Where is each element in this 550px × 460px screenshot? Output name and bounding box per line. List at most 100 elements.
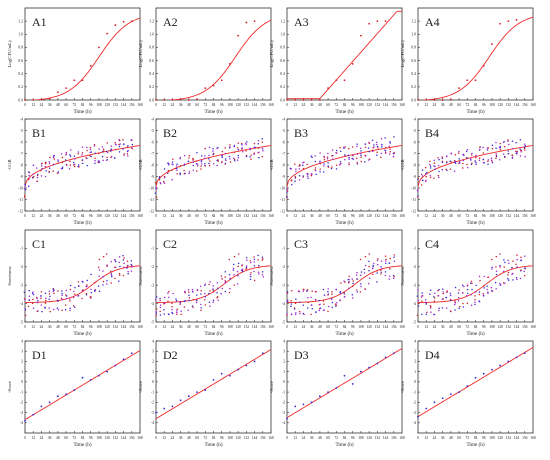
- x-tick-label: 24: [171, 436, 175, 440]
- y-tick-label: -3: [413, 284, 416, 288]
- data-point: [433, 162, 436, 164]
- data-point: [40, 175, 43, 177]
- data-point: [105, 283, 108, 285]
- data-point: [233, 284, 236, 286]
- data-point: [106, 279, 108, 282]
- x-tick-label: 0: [286, 325, 288, 329]
- data-point: [417, 305, 420, 307]
- data-point: [519, 277, 522, 280]
- data-point: [486, 288, 488, 291]
- data-point: [376, 145, 379, 148]
- data-point: [392, 352, 395, 355]
- data-point: [507, 271, 510, 274]
- data-point: [28, 289, 30, 292]
- y-tick-label: -4: [282, 421, 285, 425]
- data-point: [114, 364, 117, 367]
- data-point: [48, 298, 50, 300]
- data-point: [188, 294, 190, 297]
- data-point: [45, 161, 47, 164]
- data-point: [154, 182, 157, 184]
- x-tick-label: 60: [195, 103, 199, 107]
- x-tick-label: 132: [375, 325, 381, 329]
- x-tick-label: 168: [137, 103, 143, 107]
- data-point: [65, 164, 68, 166]
- data-point: [257, 271, 260, 273]
- x-tick-label: 96: [351, 325, 355, 329]
- x-tick-label: 168: [530, 214, 536, 218]
- data-point: [389, 141, 391, 143]
- data-point: [73, 79, 76, 82]
- x-tick-label: 120: [497, 214, 503, 218]
- y-tick-label: 4: [414, 339, 416, 343]
- data-point: [168, 296, 170, 298]
- data-point: [56, 307, 59, 309]
- y-tick-label: -1: [413, 390, 416, 394]
- data-point: [233, 160, 236, 162]
- data-point: [360, 156, 362, 158]
- x-tick-label: 132: [244, 214, 250, 218]
- data-point: [449, 294, 452, 296]
- data-point: [200, 155, 203, 157]
- data-point: [449, 160, 451, 163]
- data-point: [487, 159, 490, 161]
- data-point: [27, 185, 30, 187]
- data-point: [319, 152, 321, 154]
- data-point: [453, 170, 456, 172]
- data-point: [73, 293, 76, 295]
- fit-curve: [156, 145, 271, 187]
- data-point: [482, 295, 485, 297]
- data-point: [393, 256, 395, 258]
- data-point: [474, 299, 476, 301]
- data-point: [417, 99, 419, 101]
- x-tick-label: 96: [220, 325, 224, 329]
- data-point: [430, 311, 432, 313]
- x-tick-label: 144: [121, 325, 127, 329]
- data-point: [417, 177, 420, 179]
- data-point: [462, 162, 464, 165]
- data-point: [356, 289, 358, 291]
- y-tick-label: -12: [411, 209, 416, 213]
- x-tick-label: 108: [227, 103, 233, 107]
- y-tick-label: 0.4: [149, 72, 154, 76]
- data-point: [224, 282, 226, 284]
- data-point: [429, 307, 432, 309]
- data-point: [253, 20, 256, 23]
- data-point: [520, 259, 522, 262]
- data-point: [191, 305, 194, 307]
- x-tick-label: 84: [81, 214, 85, 218]
- data-point: [490, 289, 493, 292]
- panel-title: D4: [425, 348, 440, 362]
- data-point: [86, 146, 88, 149]
- data-point: [466, 385, 469, 387]
- data-point: [340, 282, 342, 284]
- data-point: [57, 290, 59, 292]
- data-point: [515, 141, 517, 144]
- data-point: [331, 301, 334, 304]
- data-point: [261, 256, 264, 258]
- panel-title: B1: [32, 126, 46, 140]
- data-point: [441, 99, 444, 101]
- x-tick-label: 120: [235, 103, 241, 107]
- data-point: [322, 288, 325, 291]
- y-tick-label: -4: [282, 302, 285, 306]
- data-point: [40, 290, 43, 293]
- data-point: [48, 401, 51, 404]
- panel-title: C1: [32, 237, 46, 251]
- data-point: [380, 260, 383, 262]
- y-tick-label: 0.4: [280, 72, 285, 76]
- data-point: [343, 154, 346, 156]
- data-point: [441, 307, 444, 309]
- x-tick-label: 24: [302, 436, 306, 440]
- data-point: [306, 175, 309, 177]
- data-point: [491, 268, 493, 270]
- data-point: [437, 157, 439, 159]
- data-point: [40, 297, 42, 300]
- data-point: [470, 154, 473, 156]
- data-point: [196, 288, 199, 291]
- data-point: [56, 91, 59, 94]
- data-point: [229, 374, 231, 377]
- data-point: [155, 314, 157, 317]
- data-point: [159, 304, 162, 306]
- data-point: [232, 269, 235, 271]
- panel-title: D1: [32, 348, 47, 362]
